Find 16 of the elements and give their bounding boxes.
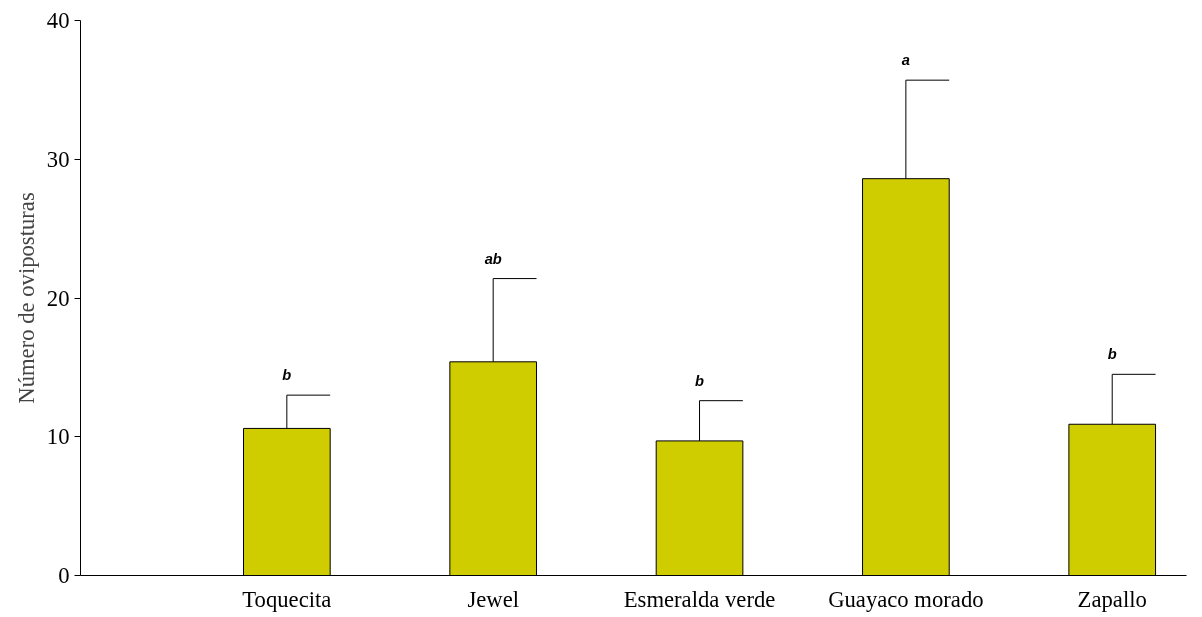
y-tick-label: 10 — [46, 424, 70, 450]
x-tick-label: Esmeralda verde — [623, 586, 776, 612]
y-tick-label: 20 — [46, 285, 70, 311]
x-tick-label: Jewel — [467, 586, 519, 612]
x-tick-label: Guayaco morado — [828, 586, 984, 612]
x-tick-label: Zapallo — [1077, 586, 1147, 612]
annotation: b — [695, 372, 705, 389]
y-tick-label: 40 — [46, 8, 70, 33]
y-tick-label: 30 — [46, 146, 70, 172]
annotation: a — [901, 52, 910, 69]
y-axis-title: Número de oviposturas — [13, 192, 39, 404]
annotation: ab — [484, 250, 502, 267]
annotation: b — [1107, 346, 1117, 363]
y-tick-label: 0 — [58, 563, 70, 588]
x-tick-label: Toquecita — [242, 586, 332, 612]
annotation: b — [282, 367, 292, 384]
